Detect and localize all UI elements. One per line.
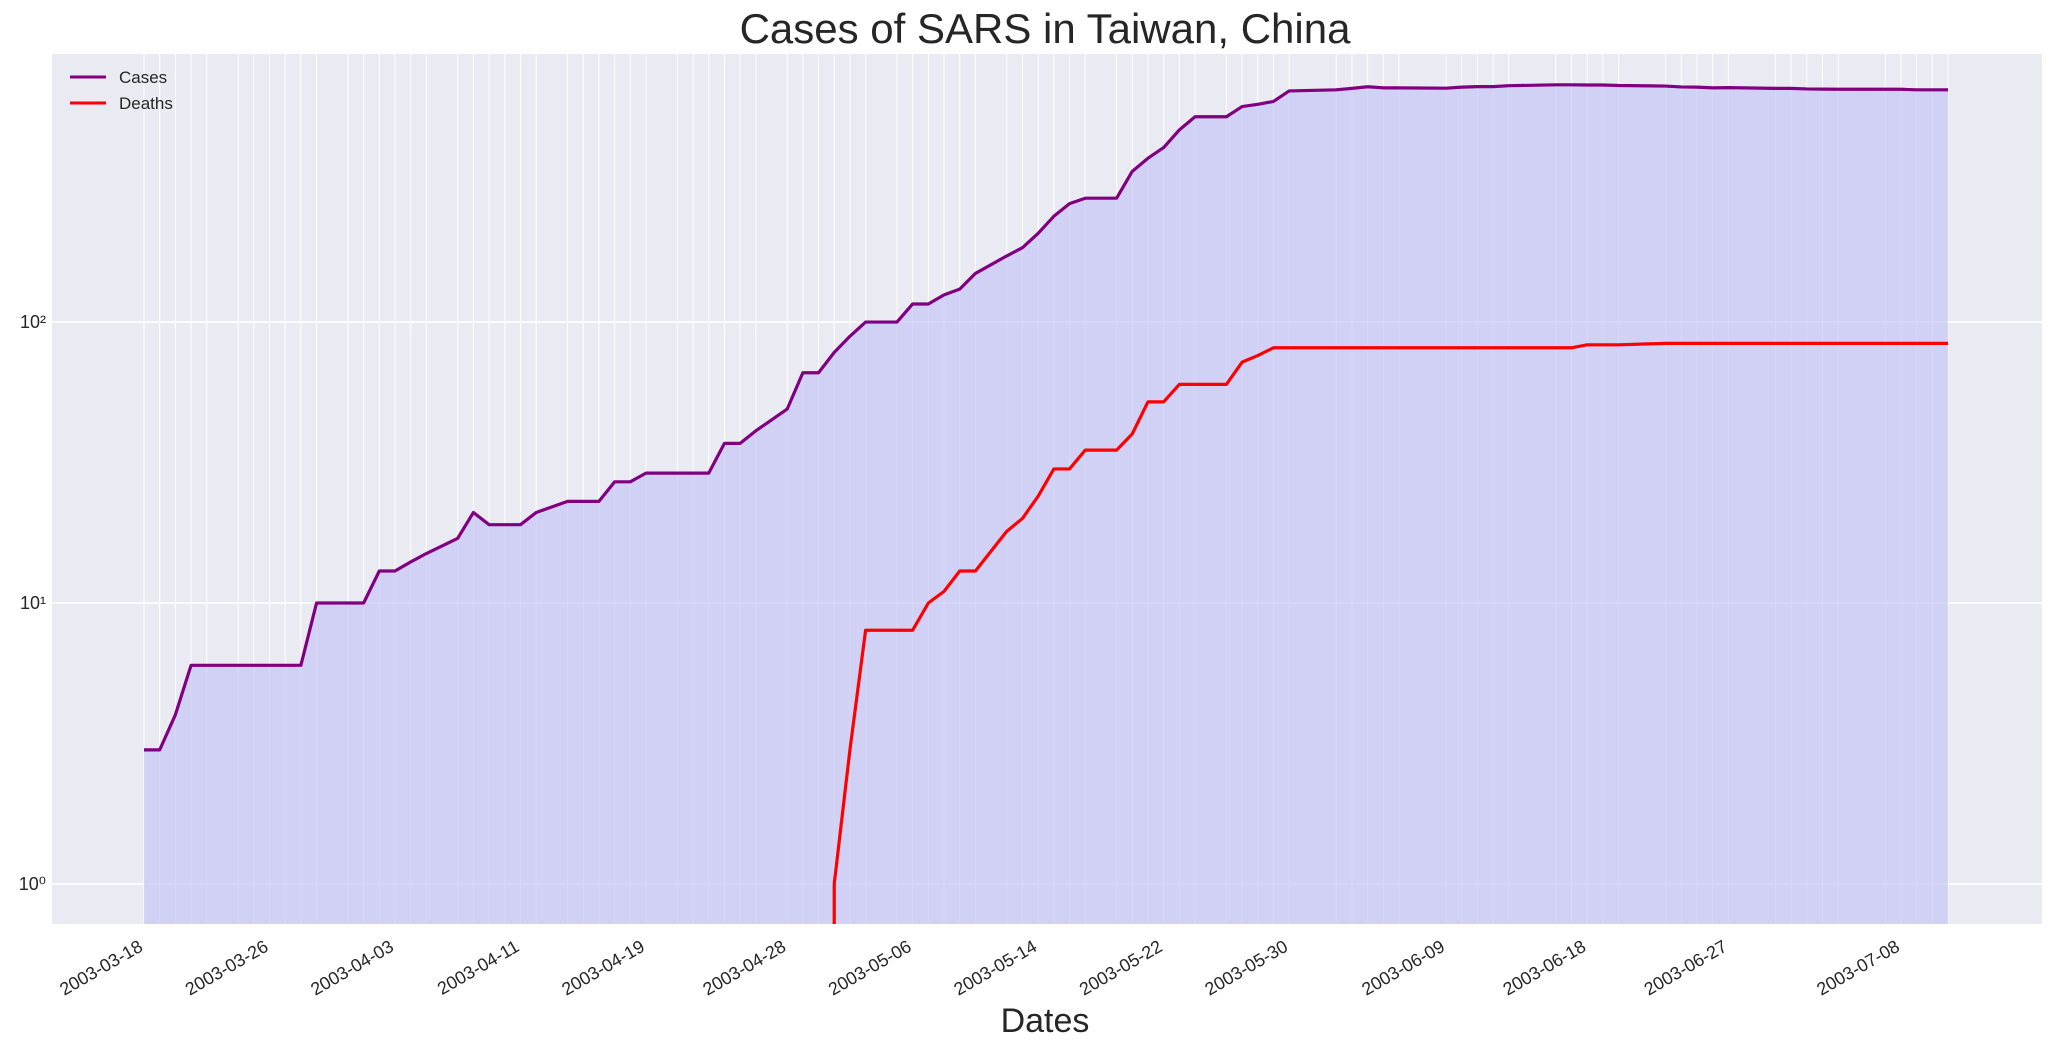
y-tick-layer: 10⁰ 10¹ 10² <box>19 312 46 894</box>
y-tick-label: 10¹ <box>20 593 46 613</box>
x-tick-label: 2003-06-27 <box>1641 936 1731 999</box>
x-tick-label: 2003-04-03 <box>307 936 397 999</box>
x-tick-label: 2003-07-08 <box>1813 936 1903 999</box>
x-tick-label: 2003-04-28 <box>699 936 789 999</box>
x-axis-label: Dates <box>1001 1002 1090 1040</box>
x-tick-layer: 2003-03-18 2003-03-26 2003-04-03 2003-04-11… <box>56 936 1903 999</box>
x-tick-label: 2003-05-30 <box>1201 936 1291 999</box>
chart-title: Cases of SARS in Taiwan, China <box>740 5 1352 52</box>
x-tick-label: 2003-03-26 <box>182 936 272 999</box>
x-tick-label: 2003-05-06 <box>825 936 915 999</box>
x-tick-label: 2003-06-18 <box>1499 936 1589 999</box>
legend-label-cases: Cases <box>119 68 167 87</box>
legend-label-deaths: Deaths <box>119 94 173 113</box>
x-tick-label: 2003-04-11 <box>434 936 523 999</box>
x-tick-label: 2003-05-22 <box>1076 936 1166 999</box>
x-tick-label: 2003-05-14 <box>950 936 1040 999</box>
y-tick-label: 10⁰ <box>19 874 46 894</box>
x-tick-label: 2003-06-09 <box>1358 936 1448 999</box>
x-tick-label: 2003-04-19 <box>558 936 648 999</box>
y-tick-label: 10² <box>20 312 46 332</box>
x-tick-label: 2003-03-18 <box>56 936 146 999</box>
